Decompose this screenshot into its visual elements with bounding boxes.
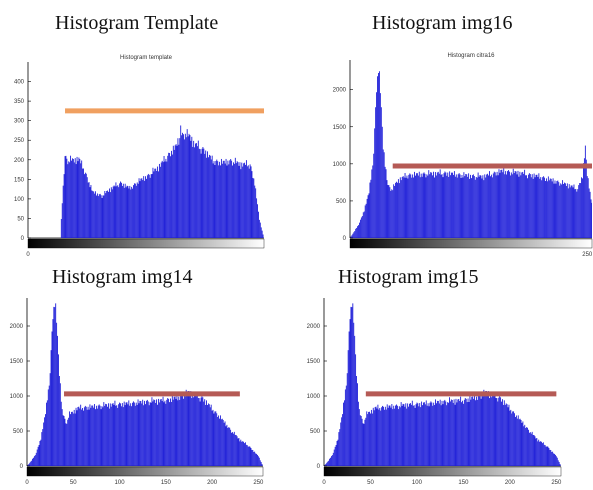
gray-colorbar [349, 238, 593, 249]
x-tick-label: 150 [161, 480, 172, 486]
plot-title-template: Histogram template [120, 55, 173, 61]
y-tick-label: 50 [17, 216, 24, 222]
x-tick-label: 200 [207, 480, 218, 486]
y-tick-label: 0 [317, 464, 321, 470]
x-tick-label: 0 [26, 252, 30, 258]
y-tick-label: 300 [14, 119, 25, 125]
bars-img14 [27, 303, 263, 466]
y-tick-label: 1500 [10, 359, 24, 365]
y-tick-label: 500 [336, 199, 347, 205]
y-tick-label: 350 [14, 99, 25, 105]
x-tick-label: 250 [253, 480, 264, 486]
y-tick-label: 1500 [307, 359, 321, 365]
chart-template: Histogram template 0 50 100 150 200 250 300 350 4… [14, 55, 265, 258]
x-tick-label: 100 [412, 480, 423, 486]
x-tick-label: 200 [505, 480, 516, 486]
y-tick-label: 100 [14, 197, 25, 203]
chart-img16: Histogram citra16 0 500 1000 1500 2000 250 [333, 53, 593, 258]
y-tick-label: 150 [14, 177, 25, 183]
y-tick-label: 0 [20, 464, 24, 470]
y-tick-label: 1000 [333, 162, 347, 168]
y-tick-label: 1500 [333, 125, 347, 131]
chart-img15: 0 500 1000 1500 2000 0 50 100 150 200 250 [307, 298, 562, 486]
plot-title-img16: Histogram citra16 [447, 53, 495, 59]
y-tick-label: 0 [21, 236, 25, 242]
caption-histogram-img16: Histogram img16 [372, 12, 513, 34]
bars-img15 [324, 303, 561, 466]
x-tick-label: 100 [115, 480, 126, 486]
y-tick-label: 400 [14, 80, 25, 86]
x-tick-label: 50 [367, 480, 374, 486]
x-tick-label: 50 [70, 480, 77, 486]
y-tick-label: 2000 [333, 88, 347, 94]
x-tick-label: 0 [25, 480, 29, 486]
caption-histogram-template: Histogram Template [55, 12, 219, 34]
gray-colorbar [27, 238, 265, 249]
bars-img16 [350, 71, 592, 238]
y-tick-label: 200 [14, 158, 25, 164]
x-tick-label: 250 [582, 252, 593, 258]
gray-colorbar [26, 466, 264, 477]
y-tick-label: 1000 [307, 394, 321, 400]
y-tick-label: 500 [13, 429, 24, 435]
y-tick-label: 2000 [10, 324, 24, 330]
y-tick-label: 500 [310, 429, 321, 435]
gray-colorbar [323, 466, 562, 477]
y-tick-label: 1000 [10, 394, 24, 400]
chart-img14: 0 500 1000 1500 2000 0 50 100 150 200 250 [10, 298, 264, 486]
y-tick-label: 0 [343, 236, 347, 242]
bars-template [60, 125, 264, 238]
x-tick-label: 0 [322, 480, 326, 486]
y-tick-label: 2000 [307, 324, 321, 330]
x-tick-label: 150 [458, 480, 469, 486]
x-tick-label: 250 [551, 480, 562, 486]
caption-histogram-img14: Histogram img14 [52, 266, 193, 288]
y-tick-label: 250 [14, 138, 25, 144]
caption-histogram-img15: Histogram img15 [338, 266, 479, 288]
